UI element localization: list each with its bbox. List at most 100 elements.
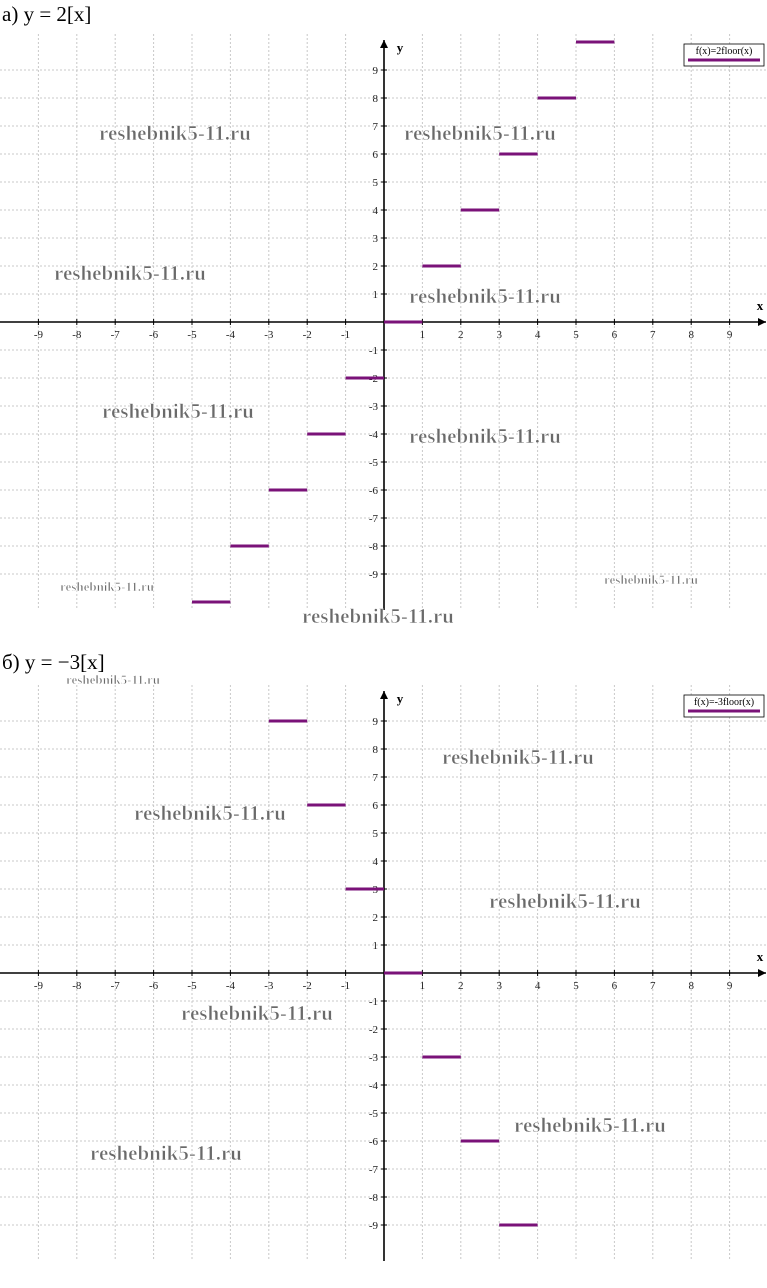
x-tick-label: -6 bbox=[149, 980, 159, 992]
watermark: reshebnik5-11.ru bbox=[489, 889, 641, 913]
x-tick-label: 3 bbox=[496, 980, 502, 992]
x-axis-label: x bbox=[757, 298, 764, 313]
y-tick-label: 6 bbox=[373, 800, 379, 812]
x-tick-label: -9 bbox=[34, 980, 44, 992]
y-tick-label: -9 bbox=[369, 1220, 379, 1232]
legend-label: f(x)=2floor(x) bbox=[696, 46, 753, 57]
x-tick-label: 3 bbox=[496, 329, 502, 341]
x-tick-label: -8 bbox=[72, 980, 82, 992]
x-tick-label: 5 bbox=[573, 980, 579, 992]
x-tick-label: 8 bbox=[688, 980, 694, 992]
y-tick-label: -4 bbox=[369, 1080, 379, 1092]
y-tick-label: 6 bbox=[373, 149, 379, 161]
legend-label: f(x)=-3floor(x) bbox=[694, 697, 754, 708]
y-tick-label: -6 bbox=[369, 485, 379, 497]
x-tick-label: 1 bbox=[420, 980, 426, 992]
watermark: reshebnik5-11.ru bbox=[54, 261, 206, 285]
watermark: reshebnik5-11.ru bbox=[181, 1001, 333, 1025]
y-tick-label: -4 bbox=[369, 429, 379, 441]
x-tick-label: -1 bbox=[341, 329, 350, 341]
watermark: reshebnik5-11.ru bbox=[409, 424, 561, 448]
y-tick-label: 3 bbox=[373, 233, 379, 245]
watermark: reshebnik5-11.ru bbox=[99, 121, 251, 145]
y-tick-label: -9 bbox=[369, 569, 379, 581]
y-tick-label: 1 bbox=[373, 289, 379, 301]
y-axis-arrow bbox=[380, 40, 388, 48]
x-tick-label: -5 bbox=[187, 329, 197, 341]
watermark: reshebnik5-11.ru bbox=[134, 801, 286, 825]
watermark: reshebnik5-11.ru bbox=[514, 1113, 666, 1137]
y-axis-label: y bbox=[397, 40, 404, 55]
x-tick-label: -7 bbox=[111, 329, 121, 341]
y-tick-label: 8 bbox=[373, 744, 379, 756]
chart-panel: б) y = −3[x] x y -9 -8 -7 -6 -5 -4 -3 -2 -1 1 2 3 4 5 6 7 8… bbox=[0, 650, 767, 1261]
y-tick-label: -8 bbox=[369, 541, 379, 553]
x-tick-label: 7 bbox=[650, 980, 656, 992]
x-tick-label: -4 bbox=[226, 980, 236, 992]
y-axis-label: y bbox=[397, 691, 404, 706]
x-tick-label: -6 bbox=[149, 329, 159, 341]
x-tick-label: -2 bbox=[303, 329, 312, 341]
y-tick-label: -2 bbox=[369, 1024, 378, 1036]
x-tick-label: 2 bbox=[458, 980, 464, 992]
watermark: reshebnik5-11.ru bbox=[604, 572, 698, 587]
y-tick-label: -5 bbox=[369, 457, 379, 469]
watermark: reshebnik5-11.ru bbox=[60, 579, 154, 594]
y-tick-label: -1 bbox=[369, 996, 378, 1008]
y-tick-label: 9 bbox=[373, 65, 379, 77]
y-tick-label: -5 bbox=[369, 1108, 379, 1120]
x-tick-label: 9 bbox=[727, 980, 733, 992]
y-tick-label: -6 bbox=[369, 1136, 379, 1148]
y-tick-label: 2 bbox=[373, 261, 379, 273]
x-tick-label: -3 bbox=[264, 980, 274, 992]
x-tick-label: -2 bbox=[303, 980, 312, 992]
x-tick-label: 2 bbox=[458, 329, 464, 341]
x-tick-label: 4 bbox=[535, 329, 541, 341]
watermark: reshebnik5-11.ru bbox=[102, 399, 254, 423]
chart-title: б) y = −3[x] bbox=[2, 650, 105, 674]
watermark: reshebnik5-11.ru bbox=[404, 121, 556, 145]
y-tick-label: -7 bbox=[369, 513, 379, 525]
y-tick-label: 4 bbox=[373, 205, 379, 217]
x-axis-arrow bbox=[758, 969, 766, 977]
x-tick-label: -7 bbox=[111, 980, 121, 992]
x-tick-label: 8 bbox=[688, 329, 694, 341]
x-tick-label: -9 bbox=[34, 329, 44, 341]
x-tick-label: 7 bbox=[650, 329, 656, 341]
x-axis-arrow bbox=[758, 318, 766, 326]
x-tick-label: -4 bbox=[226, 329, 236, 341]
watermark: reshebnik5-11.ru bbox=[409, 284, 561, 308]
x-tick-label: -8 bbox=[72, 329, 82, 341]
x-tick-label: -1 bbox=[341, 980, 350, 992]
x-tick-label: -5 bbox=[187, 980, 197, 992]
y-tick-label: -3 bbox=[369, 1052, 379, 1064]
y-tick-label: 7 bbox=[373, 772, 379, 784]
y-tick-label: -1 bbox=[369, 345, 378, 357]
x-tick-label: 6 bbox=[612, 329, 618, 341]
y-tick-label: 7 bbox=[373, 121, 379, 133]
x-tick-label: 9 bbox=[727, 329, 733, 341]
y-tick-label: 4 bbox=[373, 856, 379, 868]
y-tick-label: 5 bbox=[373, 177, 379, 189]
chart-panel: а) y = 2[x] x y -9 -8 -7 -6 -5 -4 -3 -2 -1 1 2 3 4 5 6 7 8 9… bbox=[0, 2, 767, 610]
x-tick-label: 1 bbox=[420, 329, 426, 341]
x-tick-label: 4 bbox=[535, 980, 541, 992]
y-axis-arrow bbox=[380, 691, 388, 699]
watermark: reshebnik5-11.ru bbox=[442, 745, 594, 769]
y-tick-label: 9 bbox=[373, 716, 379, 728]
x-axis-label: x bbox=[757, 949, 764, 964]
chart-title: а) y = 2[x] bbox=[2, 2, 91, 26]
y-tick-label: 8 bbox=[373, 93, 379, 105]
watermark: reshebnik5-11.ru bbox=[302, 604, 454, 628]
y-tick-label: 1 bbox=[373, 940, 379, 952]
y-tick-label: 5 bbox=[373, 828, 379, 840]
watermark: reshebnik5-11.ru bbox=[66, 672, 160, 687]
y-tick-label: 2 bbox=[373, 912, 379, 924]
x-tick-label: 6 bbox=[612, 980, 618, 992]
watermark: reshebnik5-11.ru bbox=[90, 1141, 242, 1165]
y-tick-label: -8 bbox=[369, 1192, 379, 1204]
x-tick-label: -3 bbox=[264, 329, 274, 341]
x-tick-label: 5 bbox=[573, 329, 579, 341]
y-tick-label: -7 bbox=[369, 1164, 379, 1176]
